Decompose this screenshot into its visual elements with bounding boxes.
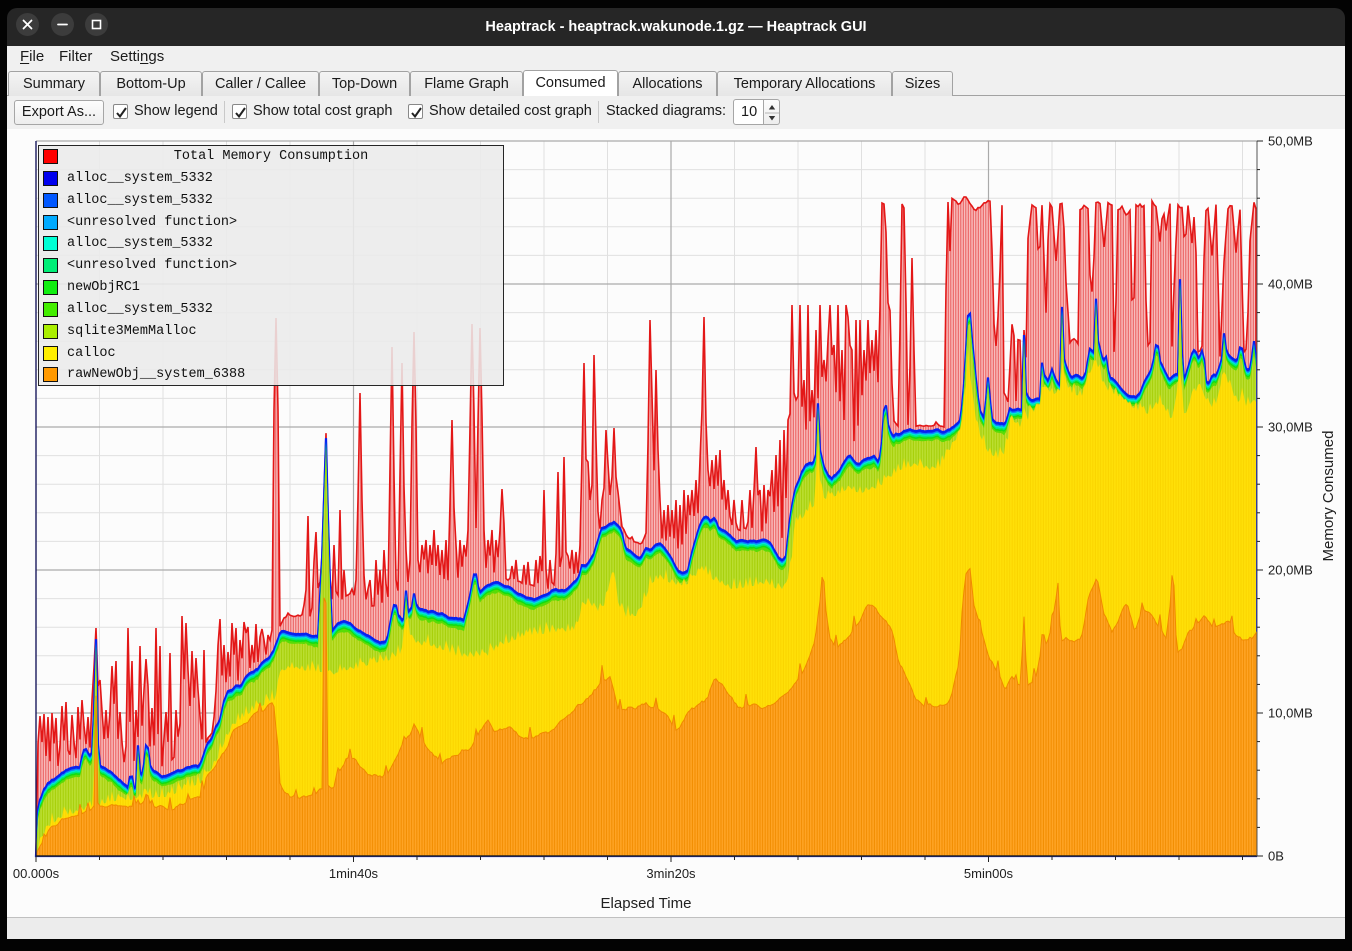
svg-text:1min40s: 1min40s — [329, 866, 379, 881]
svg-text:30,0MB: 30,0MB — [1268, 420, 1313, 435]
svg-text:20,0MB: 20,0MB — [1268, 563, 1313, 578]
svg-text:0B: 0B — [1268, 849, 1284, 864]
svg-text:3min20s: 3min20s — [646, 866, 696, 881]
svg-text:Memory Consumed: Memory Consumed — [1320, 431, 1337, 562]
svg-text:50,0MB: 50,0MB — [1268, 134, 1313, 149]
svg-text:10,0MB: 10,0MB — [1268, 706, 1313, 721]
svg-text:Elapsed Time: Elapsed Time — [601, 895, 692, 912]
svg-text:00.000s: 00.000s — [13, 866, 60, 881]
svg-text:40,0MB: 40,0MB — [1268, 277, 1313, 292]
svg-text:5min00s: 5min00s — [964, 866, 1014, 881]
